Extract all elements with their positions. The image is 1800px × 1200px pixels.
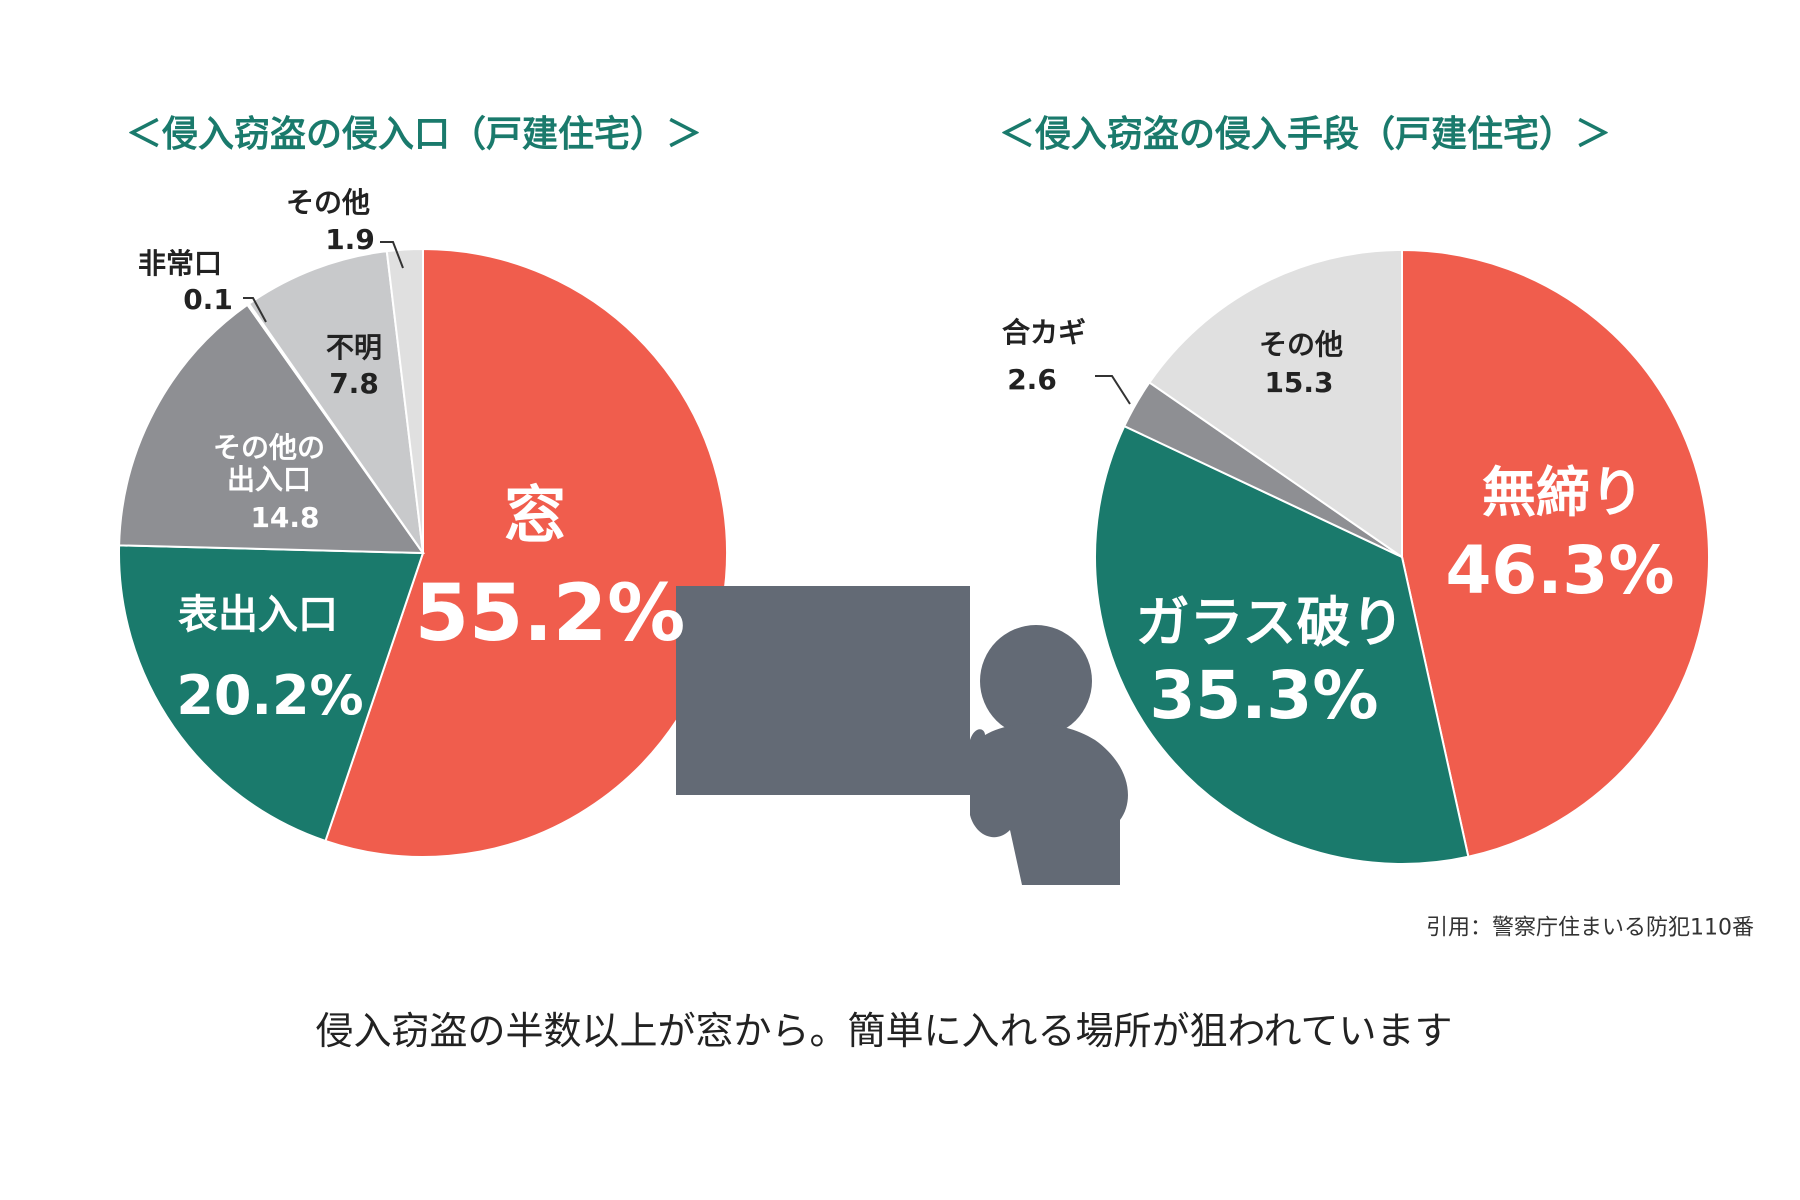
chart-title: ＜侵入窃盗の侵入口（戸建住宅）＞ xyxy=(125,114,703,155)
category-label: 非常口 xyxy=(137,246,223,280)
pie-slice xyxy=(1401,248,1710,858)
illustration xyxy=(676,586,1128,885)
category-label: 無締り xyxy=(1482,460,1644,524)
pie-slice xyxy=(1148,248,1403,559)
value-label: 14.8 xyxy=(250,500,320,534)
source: 引用：警察庁住まいる防犯110番 xyxy=(1426,915,1754,941)
category-label: 不明 xyxy=(325,330,383,364)
value-label: 1.9 xyxy=(325,222,375,256)
value-label: 20.2% xyxy=(176,663,364,727)
value-label: 46.3% xyxy=(1445,532,1675,610)
value-label: 35.3% xyxy=(1149,657,1379,735)
chart-title: ＜侵入窃盗の侵入手段（戸建住宅）＞ xyxy=(998,114,1612,155)
category-label: 合カギ xyxy=(1001,315,1087,349)
pie-slice xyxy=(1094,424,1470,865)
category-label: 窓 xyxy=(503,478,567,552)
category-label: その他の出入口 xyxy=(212,430,325,496)
pie-slice xyxy=(385,247,424,554)
category-label: 表出入口 xyxy=(178,592,338,638)
value-label: 7.8 xyxy=(329,366,379,400)
value-label: 55.2% xyxy=(414,569,686,660)
caption: 侵入窃盗の半数以上が窓から。簡単に入れる場所が狙われています xyxy=(315,1009,1453,1054)
value-label: 2.6 xyxy=(1007,362,1057,396)
leader-lines xyxy=(243,241,1131,405)
value-label: 0.1 xyxy=(183,282,233,316)
value-label: 15.3 xyxy=(1264,365,1334,399)
pie-slice xyxy=(118,544,425,843)
category-label: その他 xyxy=(285,185,371,219)
category-label: ガラス破り xyxy=(1135,590,1405,654)
category-label: その他 xyxy=(1258,327,1344,361)
pie-slice xyxy=(118,303,425,555)
